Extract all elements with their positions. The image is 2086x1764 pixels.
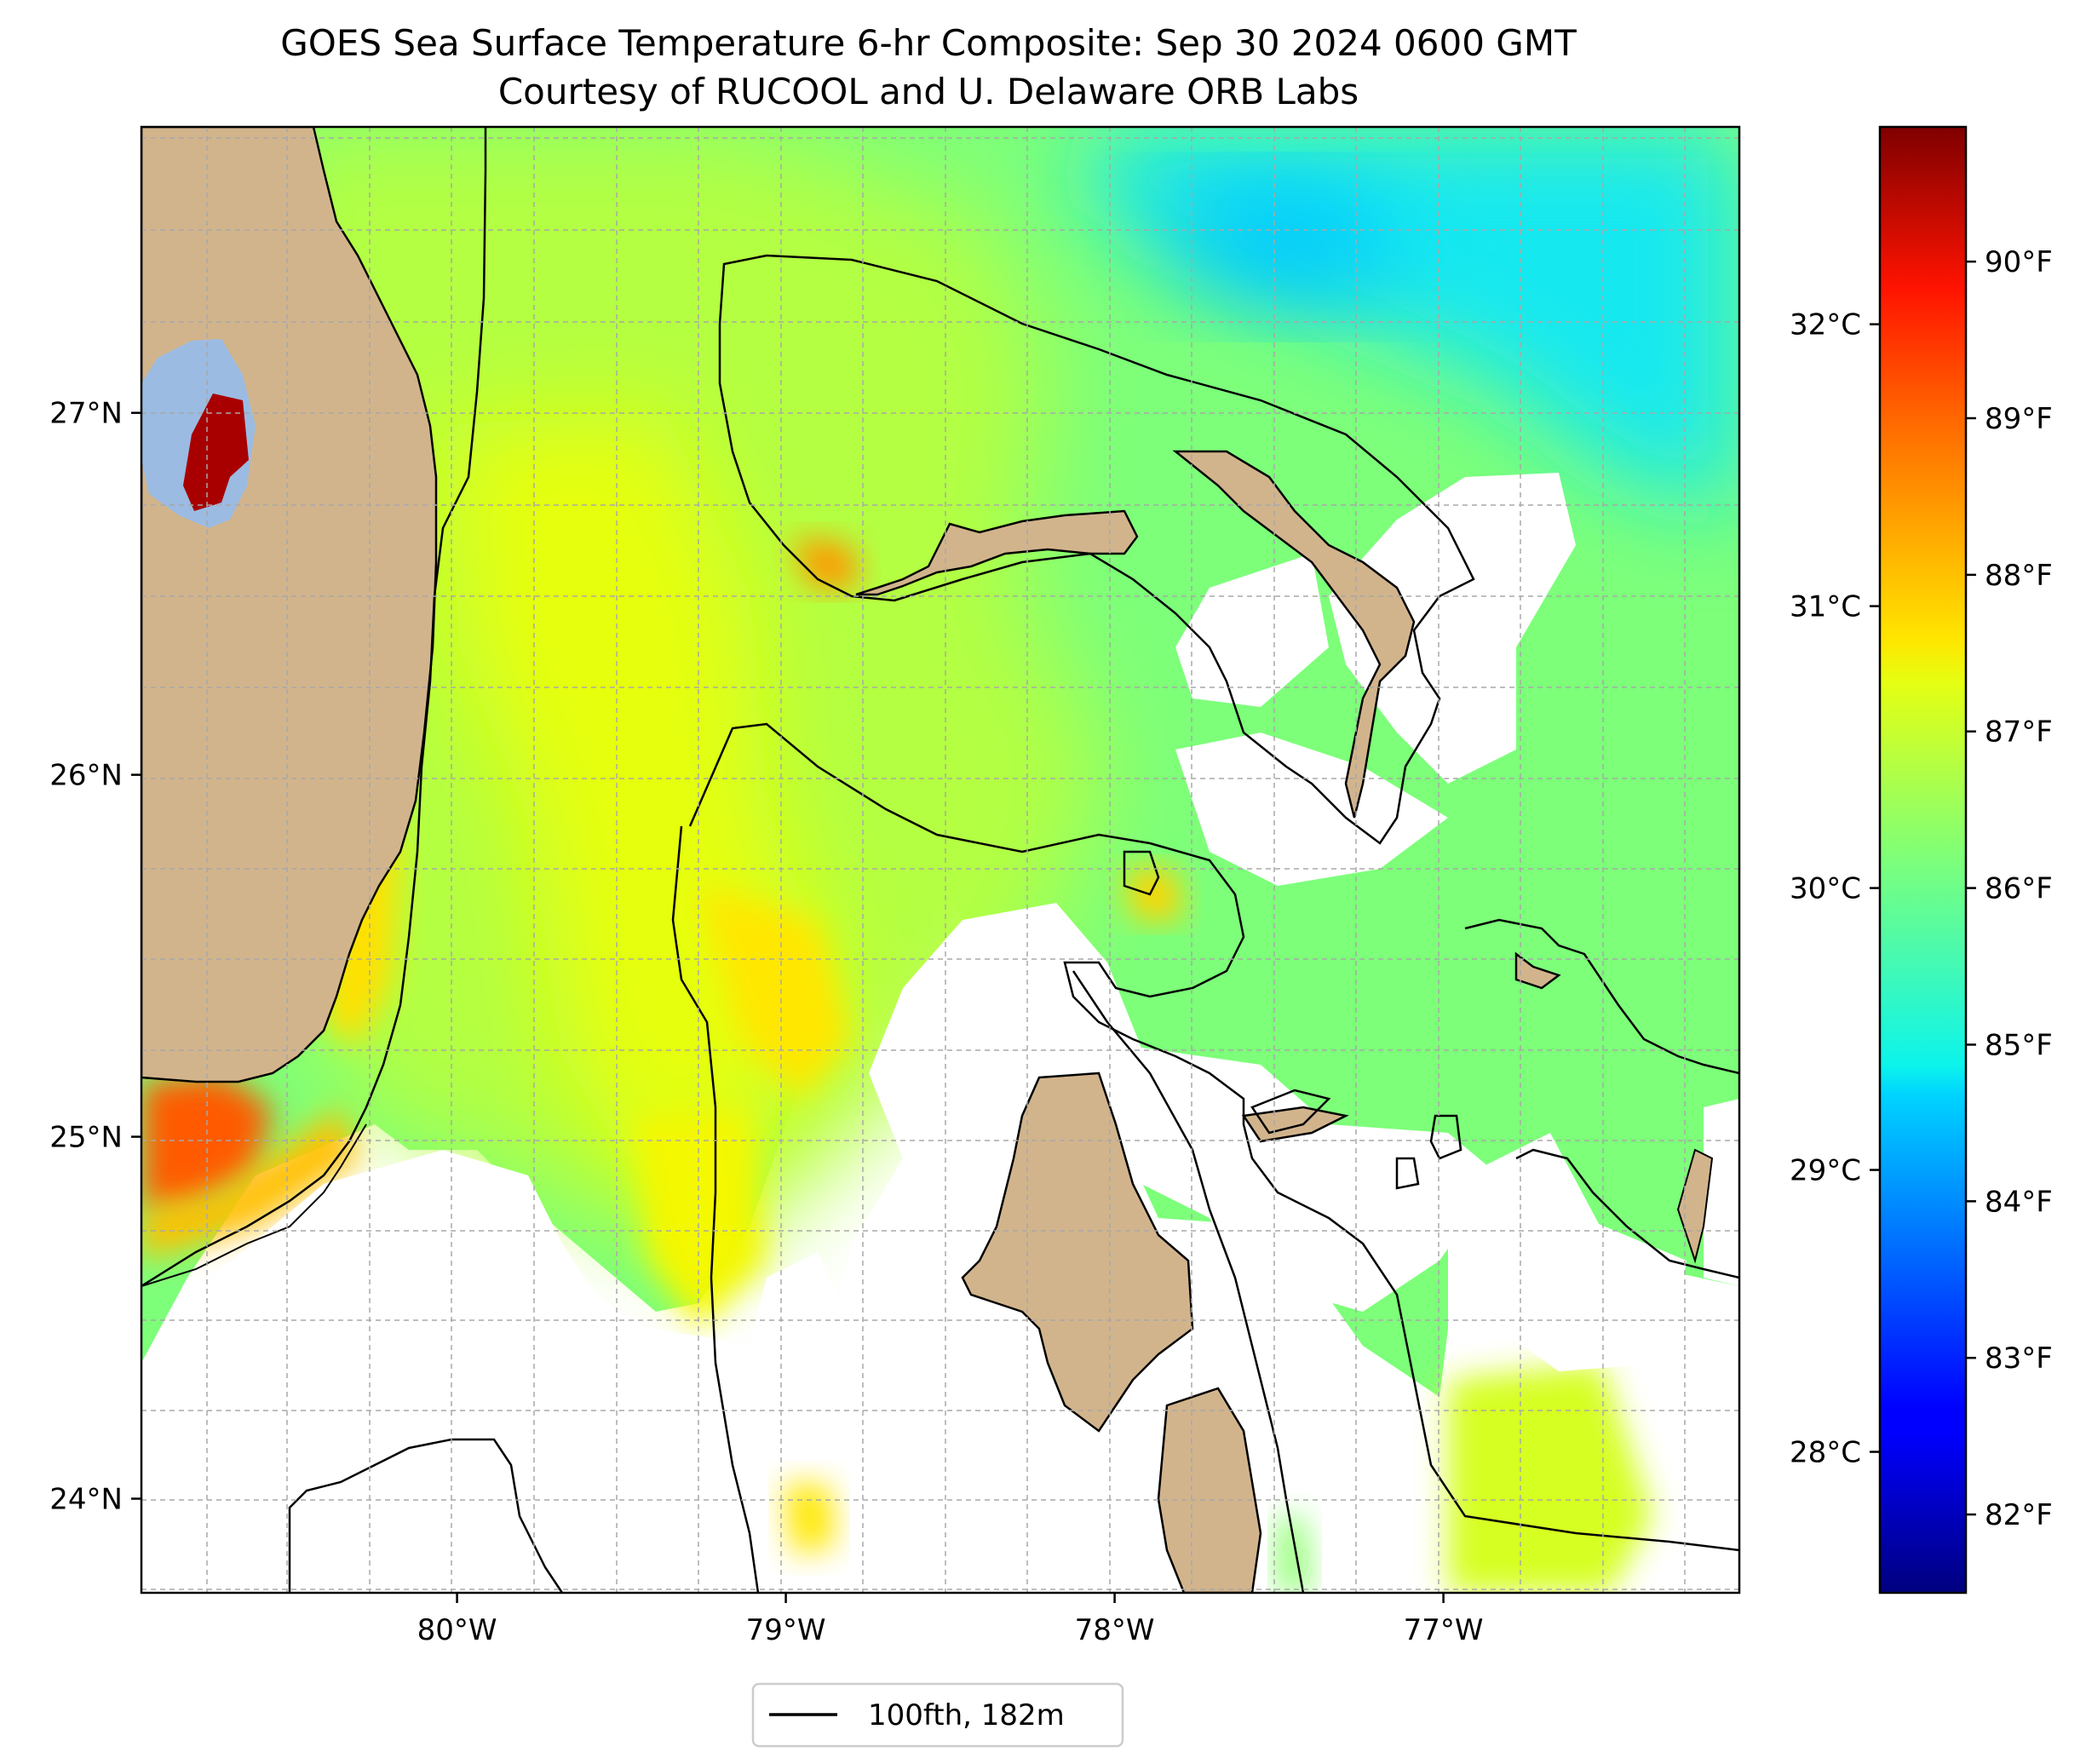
- isobath-exuma-east: [1515, 1148, 1739, 1279]
- cb-celsius-tick-label-3: 31°C: [1790, 590, 1861, 624]
- nodata-cloud-corner: [1704, 1099, 1739, 1286]
- sst-bank-warmspot: [792, 537, 860, 588]
- isobath-loop-2: [1429, 1114, 1462, 1160]
- land-abaco: [1172, 450, 1416, 819]
- cb-fahrenheit-tick-label-0: 82°F: [1985, 1498, 2053, 1532]
- legend-box: [751, 1682, 1124, 1748]
- cb-fahrenheit-tick-label-6: 88°F: [1985, 559, 2053, 593]
- colorbar-frame: [1878, 125, 1968, 1594]
- cb-fahrenheit-tick-label-2: 84°F: [1985, 1185, 2053, 1219]
- legend-label: 100fth, 182m: [868, 1698, 1065, 1732]
- lon-tick-label-3: 77°W: [1404, 1613, 1484, 1647]
- map-panel: [141, 127, 1739, 1593]
- cb-celsius-tick-label-2: 30°C: [1790, 872, 1861, 906]
- lon-tick-label-1: 79°W: [746, 1613, 826, 1647]
- legend: 100fth, 182m: [751, 1682, 1124, 1748]
- isobath-exumas: [1464, 918, 1739, 1075]
- lon-axis: 80°W 79°W 78°W 77°W: [417, 1593, 1484, 1647]
- figure-title: GOES Sea Surface Temperature 6-hr Compos…: [280, 22, 1577, 64]
- cb-celsius-tick-label-4: 32°C: [1790, 308, 1861, 342]
- lat-axis: 24°N 25°N 26°N 27°N: [49, 397, 141, 1517]
- isobath-loop-1: [1123, 850, 1160, 896]
- sst-coolest-patch: [1158, 187, 1405, 307]
- lake-okeechobee-warm: [183, 394, 249, 511]
- cb-celsius-tick-label-1: 29°C: [1790, 1154, 1861, 1188]
- sst-bimini-warm: [1124, 869, 1184, 920]
- isobath-cay-sal: [288, 1438, 564, 1593]
- figure-subtitle: Courtesy of RUCOOL and U. Delaware ORB L…: [498, 71, 1359, 112]
- colorbar-celsius-axis: 28°C 29°C 30°C 31°C 32°C: [1790, 308, 1880, 1470]
- land-grand-bahama: [855, 509, 1139, 596]
- sst-yellow-core: [698, 886, 852, 1099]
- isobath-loop-3: [1395, 1157, 1420, 1190]
- cb-fahrenheit-tick-label-1: 83°F: [1985, 1342, 2053, 1376]
- cb-fahrenheit-tick-label-7: 89°F: [1985, 402, 2053, 436]
- sst-patch-south: [784, 1482, 835, 1554]
- nodata-cloud-se: [1499, 1218, 1687, 1371]
- sst-field: [141, 127, 1739, 1593]
- sst-florida-bay-edge: [141, 1107, 358, 1261]
- cb-fahrenheit-tick-label-5: 87°F: [1985, 715, 2053, 750]
- lat-tick-label-0: 24°N: [49, 1483, 123, 1517]
- sst-patch-south2: [1278, 1516, 1312, 1593]
- cb-celsius-tick-label-0: 28°C: [1790, 1436, 1861, 1470]
- land-florida-keys: [141, 1123, 367, 1287]
- colorbar: 28°C 29°C 30°C 31°C 32°C 82°F 83°F 84°F 85°F 86°…: [1790, 125, 2053, 1594]
- nodata-cloud-mid2: [1175, 733, 1448, 886]
- isobath-great-bahama: [688, 722, 1739, 1552]
- cb-fahrenheit-tick-label-8: 90°F: [1985, 245, 2053, 279]
- land-andros: [961, 1072, 1194, 1433]
- land-eleuthera: [1514, 951, 1561, 990]
- lon-tick-label-2: 78°W: [1075, 1613, 1155, 1647]
- lat-tick-label-2: 26°N: [49, 759, 123, 793]
- nodata-cloud-south: [141, 1150, 886, 1593]
- cb-fahrenheit-tick-label-4: 86°F: [1985, 872, 2053, 906]
- map-frame: [140, 125, 1741, 1594]
- isobath-tongue: [1072, 970, 1305, 1593]
- lat-tick-label-3: 27°N: [49, 397, 123, 431]
- nodata-cloud-tongue: [818, 903, 1499, 1593]
- nodata-cloud-east: [1329, 473, 1576, 784]
- isobath-loop-4: [1250, 1089, 1331, 1135]
- gridlines: [141, 127, 1739, 1593]
- isobath-florida-shelf: [141, 127, 487, 1288]
- land-eleuthera-east: [1676, 1148, 1714, 1264]
- colorbar-gradient: [1880, 127, 1966, 1593]
- lon-tick-label-0: 80°W: [417, 1613, 497, 1647]
- colorbar-fahrenheit-axis: 82°F 83°F 84°F 85°F 86°F 87°F 88°F 89°F 90°F: [1966, 245, 2053, 1532]
- land-andros-south: [1157, 1387, 1262, 1593]
- isobath-little-bahama: [718, 254, 1475, 845]
- nodata-cloud-mid: [1175, 554, 1329, 707]
- cb-fahrenheit-tick-label-3: 85°F: [1985, 1028, 2053, 1062]
- lat-tick-label-1: 25°N: [49, 1121, 123, 1155]
